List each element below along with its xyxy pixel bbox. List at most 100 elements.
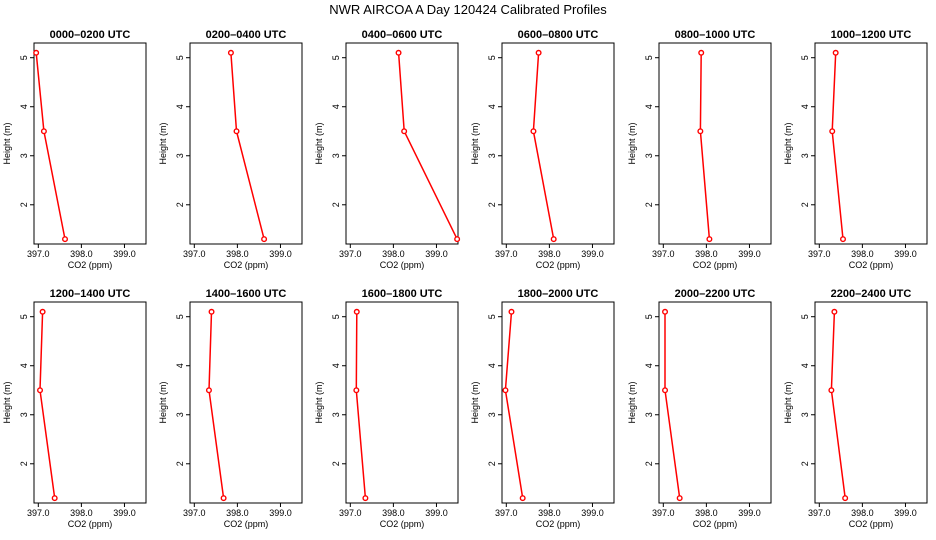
x-tick-label: 399.0 <box>581 249 604 259</box>
data-point <box>454 236 461 243</box>
x-tick-label: 397.0 <box>27 249 50 259</box>
y-tick-label: 4 <box>487 104 497 109</box>
data-point <box>840 236 847 243</box>
data-point <box>401 128 408 135</box>
profile-line <box>831 52 844 240</box>
x-tick-label: 399.0 <box>425 508 448 518</box>
x-axis-label: CO2 (ppm) <box>224 519 269 529</box>
x-tick-label: 398.0 <box>538 249 561 259</box>
data-point <box>828 387 835 394</box>
x-tick-label: 399.0 <box>894 508 917 518</box>
y-tick-label: 5 <box>800 314 810 319</box>
x-tick-label: 397.0 <box>183 249 206 259</box>
profile-line <box>504 311 524 499</box>
y-tick-label: 4 <box>800 363 810 368</box>
x-axis-label: CO2 (ppm) <box>849 519 894 529</box>
profile-line <box>830 311 846 499</box>
x-tick-label: 398.0 <box>70 249 93 259</box>
data-point <box>353 308 360 315</box>
y-tick-label: 5 <box>331 314 341 319</box>
y-axis-label: Height (m) <box>783 381 793 423</box>
y-tick-label: 5 <box>331 55 341 60</box>
y-tick-label: 3 <box>175 153 185 158</box>
y-tick-label: 3 <box>487 153 497 158</box>
data-point <box>831 308 838 315</box>
y-axis-label: Height (m) <box>470 122 480 164</box>
data-point <box>535 49 542 56</box>
panel: 1200–1400 UTC 397.0 398.0 399.0 2 3 4 5 CO2 (ppm… <box>2 288 147 529</box>
x-tick-label: 397.0 <box>183 508 206 518</box>
y-tick-label: 5 <box>800 55 810 60</box>
data-point <box>676 495 683 502</box>
data-point <box>220 495 227 502</box>
data-point <box>40 128 47 135</box>
data-point <box>233 128 240 135</box>
plot-frame <box>658 42 772 245</box>
x-tick-label: 397.0 <box>652 249 675 259</box>
x-tick-label: 399.0 <box>738 508 761 518</box>
y-tick-label: 3 <box>644 153 654 158</box>
y-tick-label: 2 <box>487 461 497 466</box>
profile-line <box>208 311 225 499</box>
profile-line <box>397 52 458 240</box>
x-tick-label: 398.0 <box>851 249 874 259</box>
panel: 0400–0600 UTC 397.0 398.0 399.0 2 3 4 5 CO2 (ppm… <box>314 29 461 270</box>
x-axis-label: CO2 (ppm) <box>380 260 425 270</box>
data-point <box>39 308 46 315</box>
y-tick-label: 2 <box>175 202 185 207</box>
panel-title: 0400–0600 UTC <box>362 29 443 41</box>
y-tick-label: 2 <box>800 202 810 207</box>
data-point <box>502 387 509 394</box>
panel: 1400–1600 UTC 397.0 398.0 399.0 2 3 4 5 CO2 (ppm… <box>158 288 303 529</box>
profile-line <box>39 311 56 499</box>
x-axis-label: CO2 (ppm) <box>380 519 425 529</box>
x-tick-label: 399.0 <box>113 249 136 259</box>
panel: 0800–1000 UTC 397.0 398.0 399.0 2 3 4 5 CO2 (ppm… <box>627 29 772 270</box>
data-point <box>37 387 44 394</box>
data-point <box>227 49 234 56</box>
plot-frame <box>501 42 615 245</box>
plot-frame <box>33 42 147 245</box>
data-point <box>829 128 836 135</box>
plot-frame <box>501 301 615 504</box>
data-point <box>550 236 557 243</box>
x-tick-label: 398.0 <box>226 508 249 518</box>
y-tick-label: 5 <box>175 314 185 319</box>
y-tick-label: 5 <box>487 314 497 319</box>
profile-line <box>532 52 555 240</box>
x-tick-label: 397.0 <box>339 249 362 259</box>
y-tick-label: 3 <box>331 412 341 417</box>
y-tick-label: 3 <box>19 412 29 417</box>
x-axis-label: CO2 (ppm) <box>68 260 113 270</box>
profile-line <box>664 311 681 499</box>
y-tick-label: 5 <box>644 55 654 60</box>
y-tick-label: 4 <box>487 363 497 368</box>
data-point <box>362 495 369 502</box>
y-tick-label: 2 <box>487 202 497 207</box>
y-tick-label: 4 <box>644 363 654 368</box>
x-tick-label: 397.0 <box>27 508 50 518</box>
y-tick-label: 4 <box>175 104 185 109</box>
plot-frame <box>33 301 147 504</box>
x-axis-label: CO2 (ppm) <box>693 260 738 270</box>
x-tick-label: 398.0 <box>226 249 249 259</box>
x-tick-label: 397.0 <box>495 508 518 518</box>
panel: 0000–0200 UTC 397.0 398.0 399.0 2 3 4 5 CO2 (ppm… <box>2 29 147 270</box>
panel-title: 1200–1400 UTC <box>50 288 131 300</box>
y-tick-label: 2 <box>19 202 29 207</box>
panel: 2000–2200 UTC 397.0 398.0 399.0 2 3 4 5 CO2 (ppm… <box>627 288 772 529</box>
y-axis-label: Height (m) <box>470 381 480 423</box>
y-tick-label: 2 <box>331 202 341 207</box>
profile-line <box>230 52 265 240</box>
y-axis-label: Height (m) <box>314 122 324 164</box>
data-point <box>395 49 402 56</box>
data-point <box>508 308 515 315</box>
y-axis-label: Height (m) <box>2 381 12 423</box>
x-tick-label: 397.0 <box>339 508 362 518</box>
data-point <box>662 308 669 315</box>
x-axis-label: CO2 (ppm) <box>68 519 113 529</box>
y-axis-label: Height (m) <box>627 381 637 423</box>
x-tick-label: 398.0 <box>538 508 561 518</box>
x-tick-label: 399.0 <box>738 249 761 259</box>
